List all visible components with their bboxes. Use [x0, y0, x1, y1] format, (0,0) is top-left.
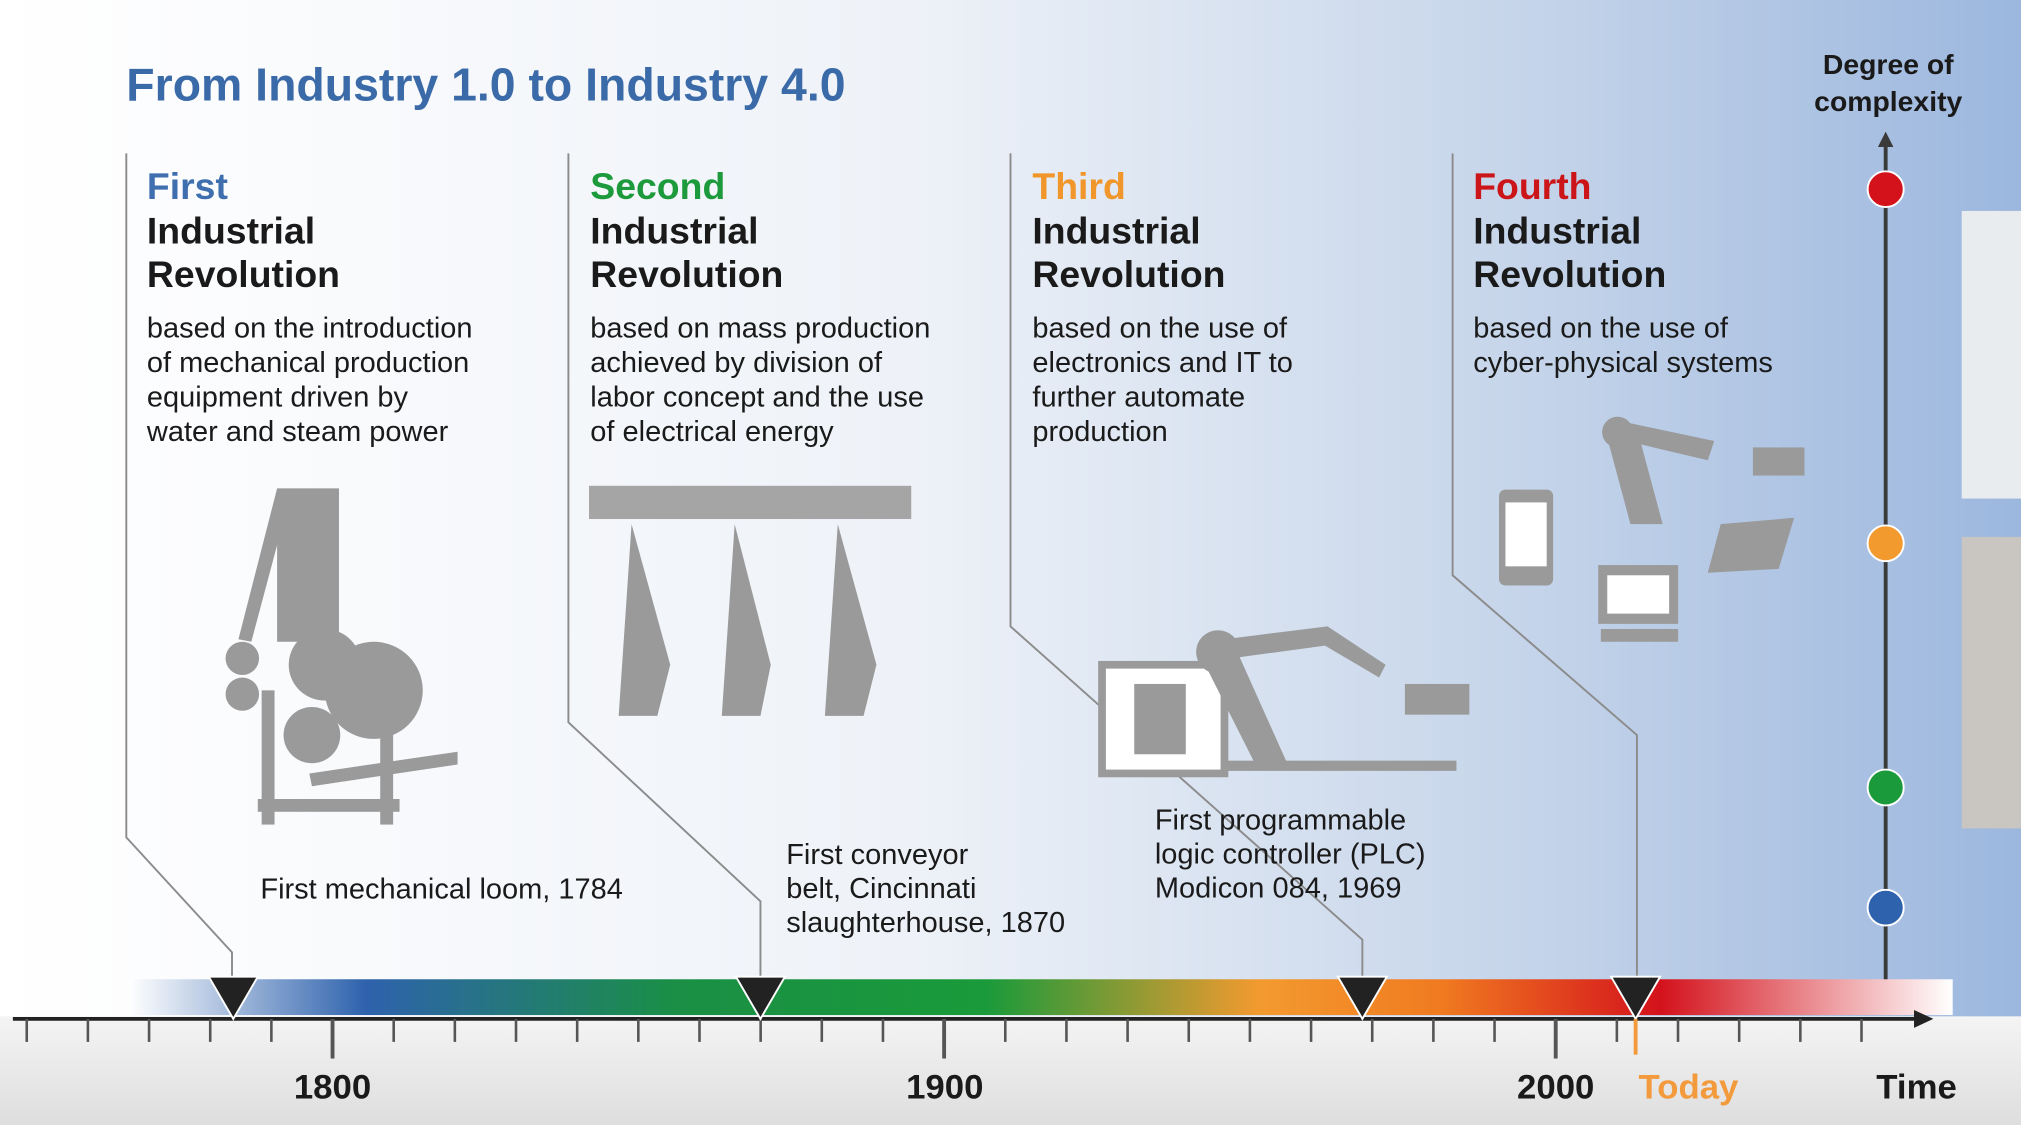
- milestone-label: First programmable: [1155, 805, 1406, 837]
- revolution-heading: Industrial: [590, 210, 758, 252]
- today-label: Today: [1639, 1068, 1740, 1106]
- revolution-ordinal: First: [147, 165, 228, 207]
- year-label: 2000: [1517, 1068, 1594, 1106]
- revolution-description: based on mass production: [590, 313, 930, 345]
- revolution-heading: Revolution: [147, 253, 340, 295]
- milestone-label: First mechanical loom, 1784: [260, 874, 623, 906]
- time-label: Time: [1876, 1068, 1957, 1106]
- title: From Industry 1.0 to Industry 4.0: [126, 59, 845, 111]
- revolution-description: of electrical energy: [590, 416, 834, 448]
- revolution-heading: Revolution: [1473, 253, 1666, 295]
- revolution-ordinal: Third: [1032, 165, 1125, 207]
- revolution-description: further automate: [1032, 382, 1245, 414]
- revolution-heading: Industrial: [1032, 210, 1200, 252]
- revolution-description: production: [1032, 416, 1167, 448]
- revolution-description: of mechanical production: [147, 347, 469, 379]
- complexity-label: complexity: [1814, 85, 1962, 117]
- revolution-description: based on the use of: [1473, 313, 1729, 345]
- revolution-description: cyber-physical systems: [1473, 347, 1773, 379]
- revolution-heading: Industrial: [147, 210, 315, 252]
- revolution-heading: Revolution: [590, 253, 783, 295]
- revolution-ordinal: Second: [590, 165, 725, 207]
- year-label: 1800: [294, 1068, 371, 1106]
- revolution-description: equipment driven by: [147, 382, 409, 414]
- photo: [1962, 537, 2021, 828]
- revolution-ordinal: Fourth: [1473, 165, 1591, 207]
- revolution-heading: Industrial: [1473, 210, 1641, 252]
- revolution-description: based on the use of: [1032, 313, 1288, 345]
- milestone-label: Modicon 084, 1969: [1155, 872, 1402, 904]
- milestone-label: slaughterhouse, 1870: [786, 907, 1065, 939]
- revolution-description: water and steam power: [146, 416, 449, 448]
- photo: [1962, 211, 2021, 499]
- year-label: 1900: [906, 1068, 983, 1106]
- revolution-description: based on the introduction: [147, 313, 473, 345]
- revolution-description: labor concept and the use: [590, 382, 924, 414]
- complexity-label: Degree of: [1823, 48, 1954, 80]
- milestone-label: logic controller (PLC): [1155, 839, 1426, 871]
- revolution-description: electronics and IT to: [1032, 347, 1293, 379]
- infographic: From Industry 1.0 to Industry 4.0 Degree…: [0, 0, 2021, 1125]
- revolution-heading: Revolution: [1032, 253, 1225, 295]
- revolution-description: achieved by division of: [590, 347, 883, 379]
- timeline-band: [129, 979, 1953, 1015]
- milestone-label: First conveyor: [786, 839, 968, 871]
- milestone-label: belt, Cincinnati: [786, 873, 976, 905]
